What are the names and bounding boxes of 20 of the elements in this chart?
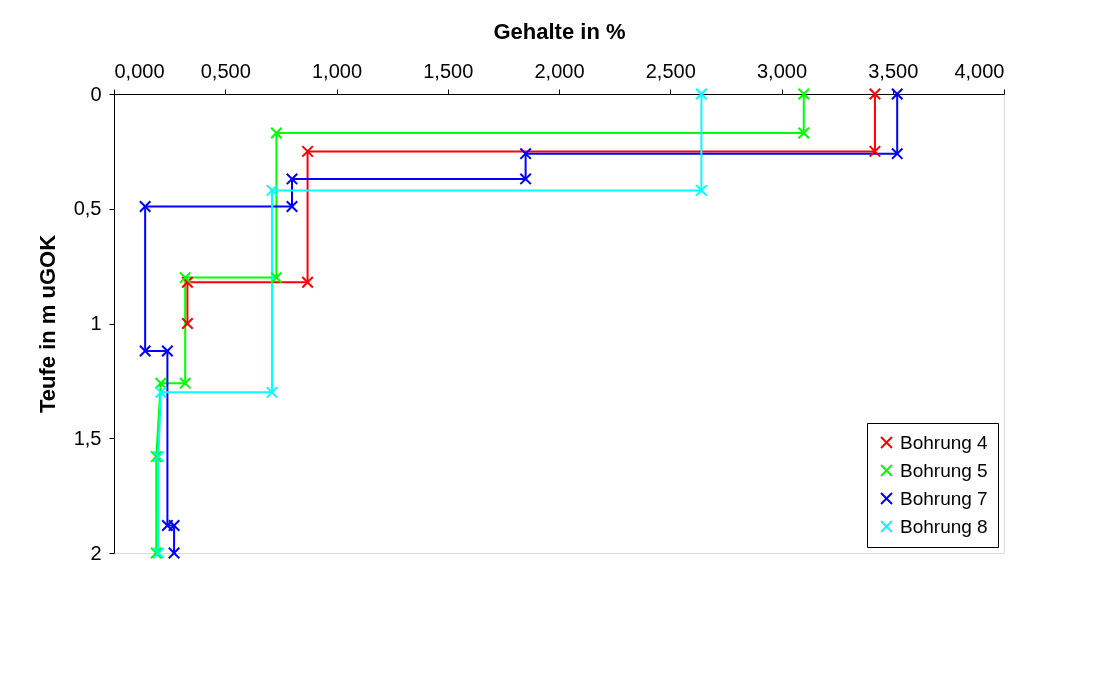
legend-label: Bohrung 8 (900, 515, 988, 537)
y-tick-label: 0,5 (73, 197, 102, 220)
x-tick-label: 3,000 (756, 59, 808, 82)
y-tick-label: 1 (90, 312, 102, 334)
x-axis-title: Gehalte in % (493, 18, 626, 44)
legend-label: Bohrung 4 (900, 431, 989, 453)
x-tick-label: 2,500 (645, 59, 696, 82)
y-tick-label: 2 (90, 541, 102, 564)
legend-label: Bohrung 5 (900, 459, 988, 481)
x-tick-label: 2,000 (534, 59, 585, 82)
legend-label: Bohrung 7 (900, 487, 988, 509)
y-axis-title: Teufe in m uGOK (34, 234, 60, 414)
y-tick-label: 1,5 (73, 426, 102, 449)
x-tick-label: 4,000 (954, 59, 1005, 82)
x-tick-label: 0,000 (114, 59, 165, 82)
x-tick-label: 0,500 (200, 59, 251, 82)
x-tick-label: 1,500 (423, 59, 474, 82)
x-tick-label: 3,500 (868, 59, 919, 82)
y-tick-label: 0 (90, 82, 102, 105)
x-tick-label: 1,000 (311, 59, 363, 82)
